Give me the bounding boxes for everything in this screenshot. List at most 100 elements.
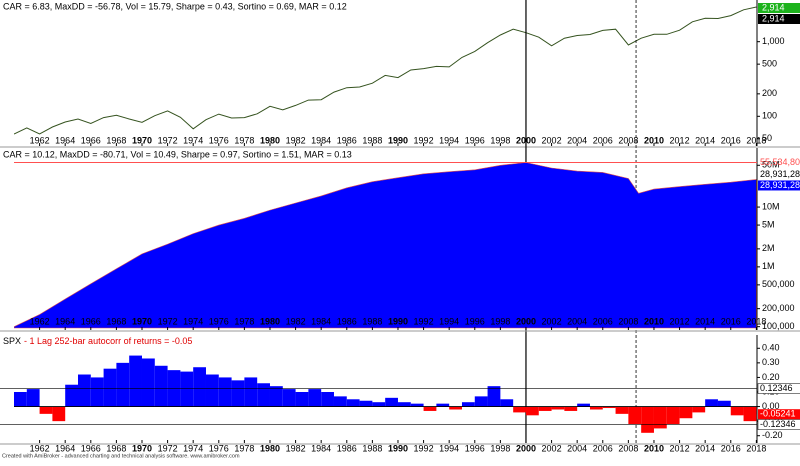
bar xyxy=(90,377,104,407)
y-tick-label: 0.30 xyxy=(762,357,780,367)
bar xyxy=(666,406,680,425)
bar xyxy=(589,406,603,410)
x-tick-label: 2008 xyxy=(618,316,638,326)
x-tick-label: 1976 xyxy=(209,316,229,326)
x-tick-label: 1970 xyxy=(132,135,152,145)
bar xyxy=(129,355,142,407)
bar xyxy=(513,406,526,413)
x-tick-label: 1992 xyxy=(414,316,434,326)
x-tick-label: 1966 xyxy=(81,316,101,326)
bar xyxy=(269,386,283,407)
y-tick-label: 200,000 xyxy=(762,303,795,313)
x-tick-label: 1988 xyxy=(362,316,382,326)
y-tick-label: -0.20 xyxy=(762,430,783,440)
x-tick-label: 1990 xyxy=(388,443,408,453)
chart-title: CAR = 6.83, MaxDD = -56.78, Vol = 15.79,… xyxy=(3,1,347,11)
x-tick-label: 1982 xyxy=(286,316,306,326)
y-tick-label: 1M xyxy=(762,261,775,271)
bar xyxy=(180,371,194,407)
x-tick-label: 1998 xyxy=(490,135,510,145)
bar xyxy=(333,396,347,407)
bar xyxy=(474,396,488,407)
x-tick-label: 1994 xyxy=(439,135,459,145)
bar xyxy=(52,406,66,422)
y-tick-label: 5M xyxy=(762,219,775,229)
bar xyxy=(372,402,386,407)
y-tick-label: 500,000 xyxy=(762,279,795,289)
x-tick-label: 2012 xyxy=(670,443,690,453)
x-tick-label: 2002 xyxy=(542,316,562,326)
bar xyxy=(308,389,322,407)
x-tick-label: 1990 xyxy=(388,316,408,326)
bar xyxy=(321,392,334,407)
bar xyxy=(218,377,232,407)
y-tick-label: 500 xyxy=(762,59,777,69)
x-tick-label: 2014 xyxy=(695,135,715,145)
x-tick-label: 1980 xyxy=(260,443,280,453)
bar xyxy=(397,402,411,407)
ref-label-box xyxy=(757,419,800,430)
x-tick-label: 2018 xyxy=(746,135,766,145)
x-tick-label: 1962 xyxy=(30,443,50,453)
x-tick-label: 1990 xyxy=(388,135,408,145)
x-tick-label: 1982 xyxy=(286,135,306,145)
bar xyxy=(154,365,168,407)
x-tick-label: 1968 xyxy=(106,135,126,145)
y-tick-label: 50 xyxy=(762,133,772,143)
plot xyxy=(14,6,757,135)
x-tick-label: 1996 xyxy=(465,443,485,453)
bar xyxy=(717,400,731,407)
y-tick-label: 10M xyxy=(762,201,780,211)
last-label: 2,914 xyxy=(762,2,785,12)
bar xyxy=(679,406,693,419)
x-tick-label: 2014 xyxy=(695,316,715,326)
bar xyxy=(103,368,117,407)
x-tick-label: 1988 xyxy=(362,135,382,145)
x-tick-label: 2004 xyxy=(567,135,587,145)
chart-title: SPX - 1 Lag 252-bar autocorr of returns =… xyxy=(3,336,192,346)
last-label: 28,931,280 xyxy=(760,169,800,179)
bar xyxy=(423,406,437,411)
bar xyxy=(116,362,130,407)
x-tick-label: 1968 xyxy=(106,316,126,326)
bar xyxy=(385,397,398,407)
bar xyxy=(551,406,565,410)
x-tick-label: 2004 xyxy=(567,443,587,453)
bar xyxy=(449,406,462,410)
x-tick-label: 1984 xyxy=(311,135,331,145)
bar xyxy=(692,406,706,413)
title-prefix: SPX xyxy=(3,336,21,346)
x-tick-label: 2018 xyxy=(746,443,766,453)
x-tick-label: 2002 xyxy=(542,443,562,453)
x-tick-label: 2000 xyxy=(516,443,536,453)
x-tick-label: 1998 xyxy=(490,443,510,453)
last-label: 28,931,280 xyxy=(760,180,800,190)
last-label-box xyxy=(758,14,800,24)
x-tick-label: 1976 xyxy=(209,135,229,145)
x-tick-label: 1964 xyxy=(55,316,75,326)
x-tick-label: 1972 xyxy=(158,443,178,453)
bar xyxy=(705,399,718,407)
x-tick-label: 1966 xyxy=(81,443,101,453)
x-tick-label: 2008 xyxy=(618,443,638,453)
bar xyxy=(26,389,40,407)
x-tick-label: 2010 xyxy=(644,135,664,145)
y-tick-label: 0.40 xyxy=(762,343,780,353)
bar xyxy=(730,406,744,416)
bar xyxy=(602,406,616,409)
x-tick-label: 2016 xyxy=(721,443,741,453)
x-tick-label: 1994 xyxy=(439,443,459,453)
bar xyxy=(564,406,578,411)
x-tick-label: 1978 xyxy=(234,135,254,145)
y-tick-label: 2M xyxy=(762,243,775,253)
price-line xyxy=(14,6,757,135)
x-tick-label: 2006 xyxy=(593,135,613,145)
bar xyxy=(628,406,642,425)
bar xyxy=(231,380,245,407)
y-tick-label: 100,000 xyxy=(762,321,795,331)
bar xyxy=(193,367,206,407)
x-tick-label: 1970 xyxy=(132,443,152,453)
y-tick-label: 1,000 xyxy=(762,36,785,46)
bar xyxy=(500,399,514,407)
